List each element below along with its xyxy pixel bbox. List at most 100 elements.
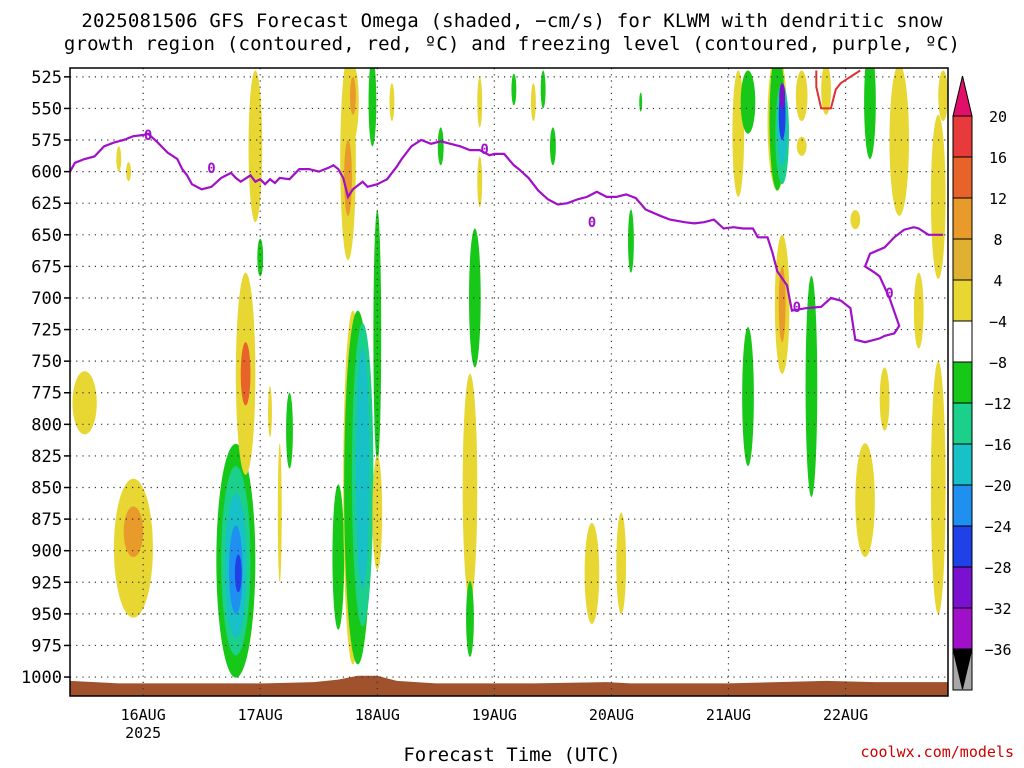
omega-shade-cell: [234, 554, 242, 593]
omega-shade-cell: [616, 512, 627, 614]
y-tick-label: 625: [31, 194, 62, 214]
omega-shade-cell: [372, 455, 383, 570]
omega-shade-cell: [795, 70, 808, 122]
omega-shade-cell: [462, 373, 478, 602]
grid-layer: [70, 68, 948, 696]
colorbar-bin: [952, 607, 973, 650]
omega-shade-cell: [437, 127, 444, 166]
y-axis: 525 550 575 600 625 650 675 700 725 750 775 800 825 8…: [21, 68, 70, 688]
colorbar-legend: 20 16 12 8 4 −4 −8 −12 −16 −20 −24 −28 −32 −36: [952, 75, 1012, 691]
omega-shade-cell: [477, 76, 483, 128]
x-tick-sublabel: 2025: [125, 724, 161, 742]
colorbar-bin: [952, 115, 973, 158]
y-tick-label: 525: [31, 68, 62, 88]
y-tick-label: 900: [31, 542, 62, 562]
colorbar-label: −28: [984, 559, 1011, 577]
freezing-level-label: 0: [885, 286, 893, 302]
colorbar-bin: [952, 484, 973, 527]
chart-title-line-1: 2025081506 GFS Forecast Omega (shaded, −…: [81, 10, 943, 32]
colorbar-bin: [952, 566, 973, 609]
colorbar-label: −36: [984, 641, 1011, 659]
y-tick-label: 600: [31, 163, 62, 183]
omega-shade-cell: [889, 68, 909, 216]
omega-shade-cell: [879, 367, 890, 431]
omega-shade-cell: [584, 522, 600, 624]
y-tick-label: 950: [31, 605, 62, 625]
colorbar-label: −8: [989, 354, 1007, 372]
omega-shade-cell: [855, 443, 875, 558]
x-tick-label: 16AUG: [121, 706, 166, 724]
omega-shade-cell: [821, 68, 831, 115]
x-tick-label: 18AUG: [355, 706, 400, 724]
omega-shade-cell: [639, 92, 643, 112]
omega-shade-cell: [477, 156, 483, 207]
freezing-level-label: 0: [793, 300, 801, 316]
freezing-level-label: 0: [207, 161, 215, 177]
colorbar-label: −32: [984, 600, 1011, 618]
y-tick-label: 825: [31, 447, 62, 467]
colorbar-label: 20: [989, 108, 1007, 126]
omega-shade-cell: [349, 76, 356, 115]
freezing-level-label: 0: [480, 142, 488, 158]
omega-shade-cell: [257, 238, 264, 277]
dendritic-growth-contour: [815, 69, 861, 110]
omega-shade-cell: [389, 83, 395, 122]
omega-shade-cell: [355, 348, 370, 589]
x-tick-label: 20AUG: [589, 706, 634, 724]
freezing-level-label: 0: [588, 215, 596, 231]
omega-shade-cell: [778, 266, 786, 343]
chart-title-line-2: growth region (contoured, red, ºC) and f…: [63, 33, 961, 55]
omega-shade-cell: [805, 275, 818, 497]
colorbar-bin: [952, 197, 973, 240]
contour-layer: 0 0 0 0 0 0: [70, 69, 944, 344]
omega-shade-cell: [549, 127, 556, 166]
colorbar-label: −4: [989, 313, 1007, 331]
omega-shade-cell: [277, 443, 282, 583]
omega-shade-cell: [779, 83, 786, 109]
colorbar-label: −24: [984, 518, 1011, 536]
y-tick-label: 650: [31, 226, 62, 246]
colorbar-bin: [952, 525, 973, 568]
y-tick-label: 800: [31, 415, 62, 435]
colorbar-bin: [952, 361, 973, 404]
omega-shade-cell: [466, 581, 474, 657]
omega-shade-cell: [116, 146, 122, 172]
omega-shade-cell: [332, 484, 345, 630]
colorbar-bin: [952, 279, 973, 322]
colorbar-bin: [952, 402, 973, 445]
y-tick-label: 700: [31, 289, 62, 309]
x-tick-label: 17AUG: [238, 706, 283, 724]
omega-shade-cell: [248, 70, 263, 223]
omega-shade-cell: [540, 70, 546, 109]
omega-shade-cell: [938, 70, 948, 122]
omega-shade-cell: [511, 73, 517, 106]
x-tick-label: 21AUG: [706, 706, 751, 724]
terrain-fill: [70, 675, 948, 696]
omega-shade-cell: [240, 342, 251, 406]
omega-shade-cell: [628, 209, 634, 273]
colorbar-label: 16: [989, 149, 1007, 167]
omega-shade-cell: [930, 114, 946, 280]
x-tick-label: 19AUG: [472, 706, 517, 724]
omega-shade-cell: [123, 506, 144, 558]
x-tick-label: 22AUG: [823, 706, 868, 724]
omega-shade-cell: [268, 386, 272, 437]
omega-shade-cell: [913, 272, 924, 349]
colorbar-bottom-arrow: [952, 648, 973, 690]
omega-shade-cell: [72, 371, 97, 435]
omega-shade-cell: [373, 209, 382, 463]
y-tick-label: 575: [31, 131, 62, 151]
colorbar-label: 8: [993, 231, 1002, 249]
colorbar-bin: [952, 156, 973, 199]
y-tick-label: 975: [31, 636, 62, 656]
omega-shade-cell: [368, 68, 377, 147]
colorbar-bin: [952, 238, 973, 281]
y-tick-label: 675: [31, 257, 62, 277]
y-tick-label: 875: [31, 510, 62, 530]
terrain-layer: [70, 675, 948, 696]
omega-shade-cell: [796, 136, 807, 156]
y-tick-label: 725: [31, 321, 62, 341]
y-tick-label: 750: [31, 352, 62, 372]
